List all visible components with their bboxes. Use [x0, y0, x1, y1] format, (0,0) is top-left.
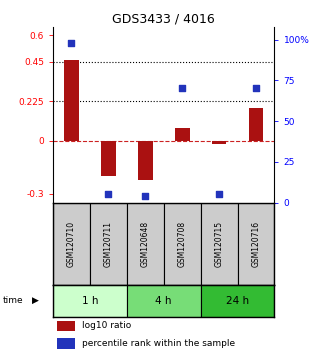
- Bar: [201, 202, 238, 285]
- Point: [106, 192, 111, 197]
- Point: [216, 192, 221, 197]
- Text: time: time: [3, 296, 24, 306]
- Bar: [90, 202, 127, 285]
- Bar: [164, 202, 201, 285]
- Title: GDS3433 / 4016: GDS3433 / 4016: [112, 12, 215, 25]
- Bar: [53, 285, 127, 317]
- Text: 24 h: 24 h: [226, 296, 249, 306]
- Bar: [127, 285, 201, 317]
- Bar: [238, 202, 274, 285]
- Bar: [138, 141, 152, 180]
- Text: GSM120710: GSM120710: [67, 221, 76, 267]
- Point: [69, 40, 74, 46]
- Bar: [57, 320, 75, 331]
- Text: GSM120711: GSM120711: [104, 221, 113, 267]
- Text: percentile rank within the sample: percentile rank within the sample: [82, 339, 235, 348]
- Text: 4 h: 4 h: [155, 296, 172, 306]
- Bar: [212, 141, 226, 144]
- Point: [143, 193, 148, 199]
- Text: 1 h: 1 h: [82, 296, 98, 306]
- Bar: [201, 285, 274, 317]
- Point: [179, 86, 185, 91]
- Text: GSM120715: GSM120715: [214, 221, 224, 267]
- Bar: [175, 128, 189, 141]
- Bar: [248, 108, 263, 141]
- Bar: [53, 202, 90, 285]
- Text: ▶: ▶: [32, 296, 39, 306]
- Bar: [101, 141, 116, 176]
- Bar: [127, 202, 164, 285]
- Text: log10 ratio: log10 ratio: [82, 321, 131, 330]
- Text: GSM120708: GSM120708: [178, 221, 187, 267]
- Text: GSM120648: GSM120648: [141, 221, 150, 267]
- Bar: [64, 60, 79, 141]
- Point: [253, 86, 258, 91]
- Bar: [57, 338, 75, 349]
- Text: GSM120716: GSM120716: [251, 221, 261, 267]
